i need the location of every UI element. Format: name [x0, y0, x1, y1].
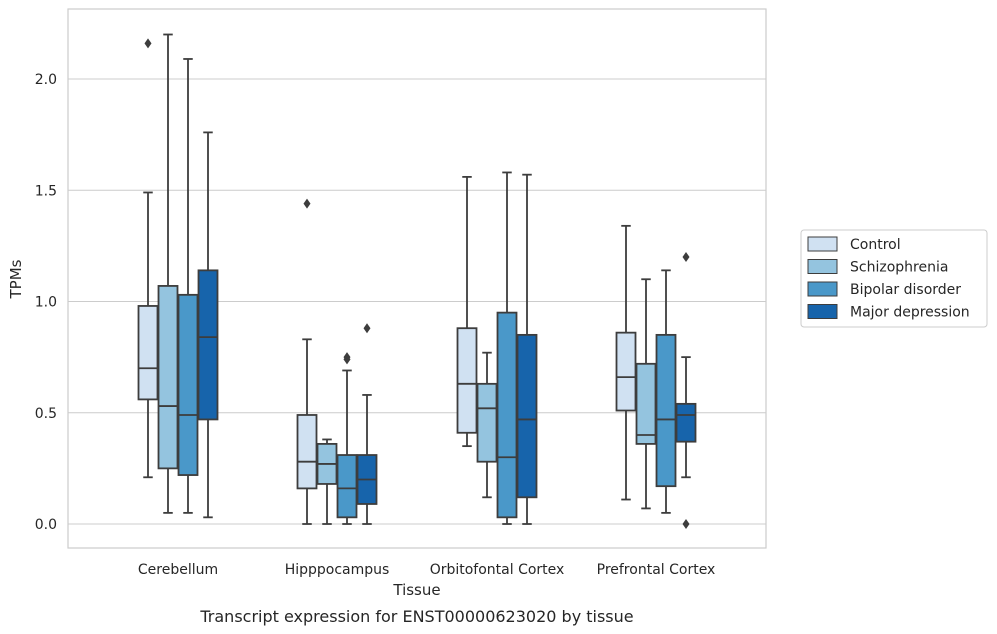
box-control-orbitofontal-cortex [456, 175, 478, 448]
legend-frame [800, 229, 988, 328]
box-major-depression-prefrontal-cortex [675, 252, 697, 529]
outlier-point [363, 323, 371, 334]
box-body [516, 333, 538, 499]
box-bipolar-disorder-prefrontal-cortex [655, 269, 677, 514]
box-body [456, 327, 478, 434]
box-body [496, 311, 518, 519]
box-major-depression-hipppocampus [356, 323, 378, 525]
box-body [476, 382, 498, 463]
legend-label: Major depression [850, 305, 970, 321]
box-body [197, 269, 219, 421]
outlier-point [144, 38, 152, 49]
plot-frame [67, 8, 767, 549]
outlier-point [682, 519, 690, 529]
legend-swatch [807, 281, 838, 297]
box-body [675, 402, 697, 443]
box-body [177, 293, 199, 476]
y-tick-label: 1.5 [35, 183, 57, 199]
legend-label: Control [850, 237, 901, 253]
legend-label: Bipolar disorder [850, 282, 961, 298]
outlier-point [303, 198, 311, 209]
box-bipolar-disorder-hipppocampus [336, 352, 358, 525]
legend: Control Schizophrenia Bipolar disorder Majo… [800, 229, 988, 328]
y-tick-label: 0.5 [35, 406, 57, 422]
box-schizophrenia-cerebellum [157, 33, 179, 514]
box-schizophrenia-hipppocampus [316, 438, 338, 525]
box-major-depression-orbitofontal-cortex [516, 173, 538, 525]
box-marks [137, 33, 697, 529]
box-body [615, 331, 637, 412]
y-tick-label: 1.0 [35, 295, 57, 311]
box-body [296, 414, 318, 490]
box-control-prefrontal-cortex [615, 224, 637, 501]
y-tick-label: 0.0 [35, 517, 57, 533]
x-tick-label: Hipppocampus [285, 562, 390, 578]
box-control-hipppocampus [296, 198, 318, 525]
x-axis-label: Tissue [392, 581, 440, 599]
x-tick-label: Orbitofontal Cortex [430, 562, 565, 578]
y-tick-labels: 0.0 0.5 1.0 1.5 2.0 [35, 72, 57, 533]
box-body [157, 285, 179, 470]
legend-swatch [807, 236, 838, 252]
outlier-point [343, 352, 351, 363]
box-major-depression-cerebellum [197, 131, 219, 519]
x-tick-label: Cerebellum [138, 562, 218, 578]
box-body [336, 454, 358, 519]
box-schizophrenia-prefrontal-cortex [635, 278, 657, 510]
box-bipolar-disorder-orbitofontal-cortex [496, 171, 518, 525]
legend-label: Schizophrenia [850, 260, 948, 276]
legend-swatch [807, 259, 838, 274]
x-tick-labels: Cerebellum Hipppocampus Orbitofontal Corte… [138, 562, 715, 578]
x-tick-label: Prefrontal Cortex [597, 562, 716, 578]
chart-caption: Transcript expression for ENST0000062302… [199, 607, 633, 626]
y-axis-label: TPMs [7, 259, 25, 299]
outlier-point [682, 252, 690, 262]
box-body [655, 333, 677, 488]
box-schizophrenia-orbitofontal-cortex [476, 351, 498, 499]
box-body [635, 362, 657, 445]
y-tick-label: 2.0 [35, 72, 57, 88]
legend-swatch [807, 304, 838, 319]
box-control-cerebellum [137, 38, 159, 479]
box-body [137, 305, 159, 401]
box-bipolar-disorder-cerebellum [177, 58, 199, 514]
